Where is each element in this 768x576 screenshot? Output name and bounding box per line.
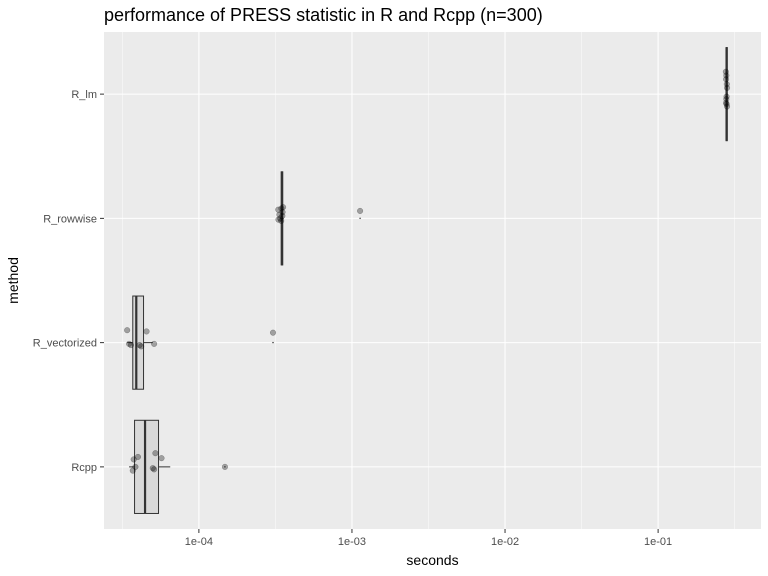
data-point [723,103,731,110]
data-point [275,216,282,223]
y-axis: R_lm R_rowwise R_vectorized Rcpp [33,89,104,474]
data-point [158,455,165,462]
grid-major [104,32,761,529]
data-point [723,72,730,79]
x-axis: 1e-04 1e-03 1e-02 1e-01 [185,529,672,548]
data-point [276,211,283,218]
data-point [149,465,156,472]
data-point [138,343,145,350]
data-point [723,81,730,88]
data-point [722,68,729,75]
boxes [127,47,728,514]
outlier-point [359,217,361,220]
data-point [277,215,284,222]
data-point [124,327,131,334]
points [124,68,731,474]
chart-title: performance of PRESS statistic in R and … [104,5,543,25]
data-point [221,463,228,470]
data-point [278,217,285,224]
data-point [143,328,150,335]
data-point [723,99,730,106]
data-point [278,205,285,212]
data-point [130,456,137,463]
x-tick-label: 1e-03 [338,536,366,548]
data-point [723,96,730,103]
data-point [723,101,730,108]
data-point [132,463,139,470]
data-point [152,450,159,457]
x-axis-title: seconds [406,552,458,568]
data-point [134,453,142,460]
x-tick-label: 1e-01 [644,536,672,548]
y-tick-label: R_vectorized [33,338,97,350]
outlier-point [224,466,226,468]
data-point [723,93,730,100]
data-point [279,212,286,219]
outlier-point [272,341,274,344]
data-point [357,207,364,214]
plot-panel [104,32,761,529]
box [134,419,160,514]
data-point [151,340,158,347]
data-point [151,466,158,473]
y-tick-label: R_rowwise [43,213,97,225]
data-point [129,467,136,474]
y-tick-label: Rcpp [71,462,97,474]
data-point [280,204,287,211]
data-point [279,209,286,216]
data-point [127,342,135,349]
data-point [126,340,133,347]
grid-minor [122,32,735,529]
y-tick-label: R_lm [71,89,97,101]
data-point [723,84,731,91]
box [132,295,145,390]
data-point [269,329,277,336]
y-axis-title: method [5,257,21,304]
x-tick-label: 1e-04 [185,536,213,548]
data-point [275,206,282,213]
data-point [723,76,730,83]
x-tick-label: 1e-02 [491,536,519,548]
data-point [136,342,143,349]
